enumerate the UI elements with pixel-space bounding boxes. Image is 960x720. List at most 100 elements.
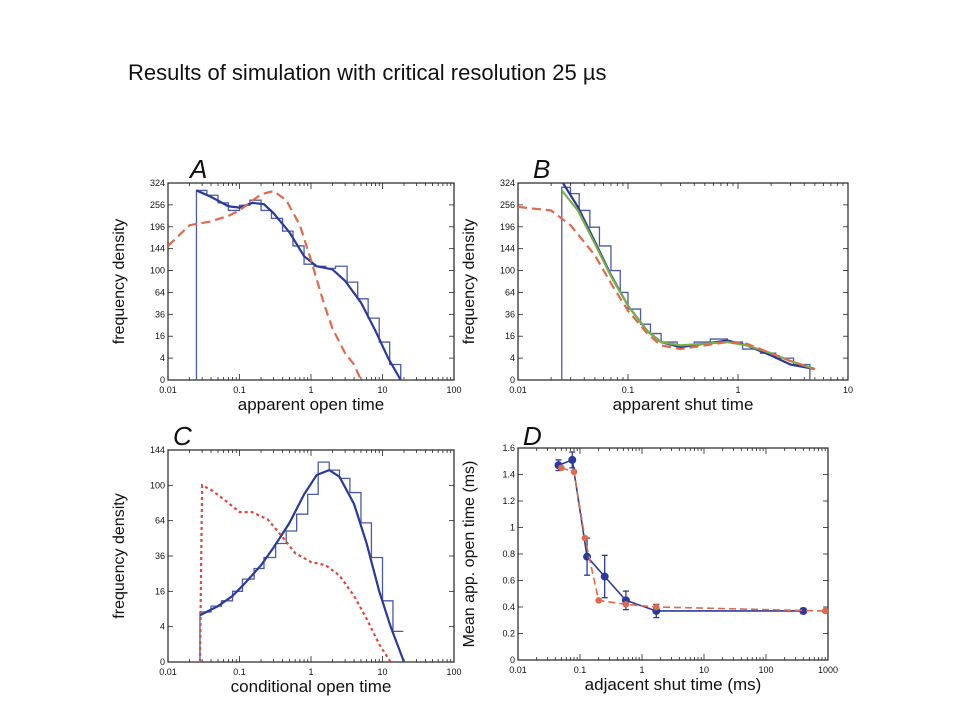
data-point xyxy=(821,607,828,615)
y-tick-label: 64 xyxy=(155,287,165,297)
x-tick-label: 10 xyxy=(377,385,387,395)
panel-letter: A xyxy=(188,154,207,184)
y-tick-label: 0 xyxy=(510,655,515,665)
data-point xyxy=(622,601,630,608)
x-tick-label: 1 xyxy=(308,667,313,677)
panel-d: D 0.01 0.1 1 10 100 1000 0 0.2 0.4 0.6 0.8 1 1.2 1.4 1.… xyxy=(461,421,838,694)
histogram-series xyxy=(199,461,404,662)
x-axis-label: adjacent shut time (ms) xyxy=(585,675,762,694)
x-tick-label: 0.1 xyxy=(622,385,635,395)
y-tick-label: 4 xyxy=(160,353,165,363)
y-tick-label: 36 xyxy=(505,309,515,319)
y-tick-label: 1 xyxy=(510,523,515,533)
y-tick-label: 4 xyxy=(160,622,165,632)
y-tick-label: 64 xyxy=(505,287,515,297)
x-axis-label: apparent shut time xyxy=(613,395,754,414)
data-point xyxy=(600,572,609,581)
y-tick-label: 0 xyxy=(510,375,515,385)
y-tick-label: 1.4 xyxy=(502,470,515,480)
y-tick-label: 0 xyxy=(160,657,165,667)
y-tick-label: 324 xyxy=(500,178,515,188)
slide-title: Results of simulation with critical reso… xyxy=(128,60,607,85)
data-point xyxy=(799,606,808,615)
x-tick-label: 0.1 xyxy=(233,667,246,677)
series-line-3 xyxy=(518,205,816,371)
y-tick-label: 100 xyxy=(500,266,515,276)
y-tick-label: 36 xyxy=(155,551,165,561)
y-tick-label: 100 xyxy=(150,480,165,490)
plot-frame xyxy=(167,182,455,381)
data-point xyxy=(558,464,565,472)
y-tick-label: 0.4 xyxy=(502,602,515,612)
data-point xyxy=(652,603,660,611)
y-axis-label: frequency density xyxy=(111,219,128,344)
x-tick-label: 0.01 xyxy=(509,385,527,395)
x-axis-label: conditional open time xyxy=(231,677,392,696)
panel-letter: C xyxy=(173,421,192,451)
x-tick-label: 0.01 xyxy=(159,385,177,395)
series-line-1 xyxy=(196,189,402,380)
y-tick-label: 1.2 xyxy=(502,496,515,506)
y-tick-label: 4 xyxy=(510,353,515,363)
series-line-0 xyxy=(558,458,804,612)
panel-letter: D xyxy=(523,421,542,451)
panel-a: A 0.01 0.1 1 10 100 0 4 16 36 64 100 144 196 256 324 app… xyxy=(111,154,462,414)
y-tick-label: 256 xyxy=(500,200,515,210)
x-tick-label: 10 xyxy=(843,385,853,395)
x-tick-label: 1 xyxy=(735,385,740,395)
data-point xyxy=(595,597,602,604)
y-tick-label: 16 xyxy=(155,586,165,596)
data-point xyxy=(570,468,578,476)
histogram-series xyxy=(195,189,412,380)
y-axis-label: frequency density xyxy=(111,493,128,618)
x-tick-label: 10 xyxy=(699,665,709,675)
x-tick-label: 1 xyxy=(308,385,313,395)
panel-b: B0.01 0.1 1 1004163664100144196256324appare… xyxy=(461,154,853,414)
series-line-2 xyxy=(198,483,392,662)
x-tick-label: 0.01 xyxy=(159,667,177,677)
series-line-1 xyxy=(561,467,826,612)
y-axis-label: Mean app. open time (ms) xyxy=(461,461,478,648)
y-tick-label: 256 xyxy=(150,200,165,210)
y-tick-label: 1.6 xyxy=(502,443,515,453)
series-line-1 xyxy=(561,183,816,371)
series-line-2 xyxy=(168,189,362,380)
y-tick-label: 64 xyxy=(155,516,165,526)
y-tick-label: 144 xyxy=(500,244,515,254)
x-tick-label: 0.01 xyxy=(509,665,527,675)
x-tick-label: 0.1 xyxy=(574,665,587,675)
y-tick-label: 36 xyxy=(155,309,165,319)
plot-frame xyxy=(517,182,849,381)
y-tick-label: 144 xyxy=(150,244,165,254)
y-tick-label: 324 xyxy=(150,178,165,188)
y-tick-label: 0.8 xyxy=(502,549,515,559)
x-tick-label: 0.1 xyxy=(233,385,246,395)
y-tick-label: 100 xyxy=(150,266,165,276)
y-tick-label: 0.2 xyxy=(502,629,515,639)
series-line-1 xyxy=(199,468,406,662)
y-tick-label: 0.6 xyxy=(502,576,515,586)
data-point xyxy=(568,455,577,464)
y-tick-label: 16 xyxy=(505,331,515,341)
y-tick-label: 16 xyxy=(155,331,165,341)
panel-letter: B xyxy=(533,154,550,184)
x-tick-label: 10 xyxy=(377,667,387,677)
x-tick-label: 100 xyxy=(446,667,461,677)
plot-area xyxy=(518,183,827,380)
x-tick-label: 1 xyxy=(639,665,644,675)
y-tick-label: 144 xyxy=(150,445,165,455)
y-tick-label: 0 xyxy=(160,375,165,385)
plot-area xyxy=(198,461,406,662)
histogram-series xyxy=(561,186,827,380)
series-line-2 xyxy=(560,189,816,371)
x-axis-label: apparent open time xyxy=(238,395,385,414)
data-point xyxy=(581,534,589,542)
x-tick-label: 1000 xyxy=(818,665,838,675)
y-axis-label: frequency density xyxy=(461,219,478,344)
panel-c: C 0.01 0.1 1 10 100 0 4 16 36 64 100 144 conditional … xyxy=(111,421,462,696)
y-tick-label: 196 xyxy=(150,222,165,232)
x-tick-label: 100 xyxy=(758,665,773,675)
plot-area xyxy=(554,451,828,619)
x-tick-label: 100 xyxy=(446,385,461,395)
